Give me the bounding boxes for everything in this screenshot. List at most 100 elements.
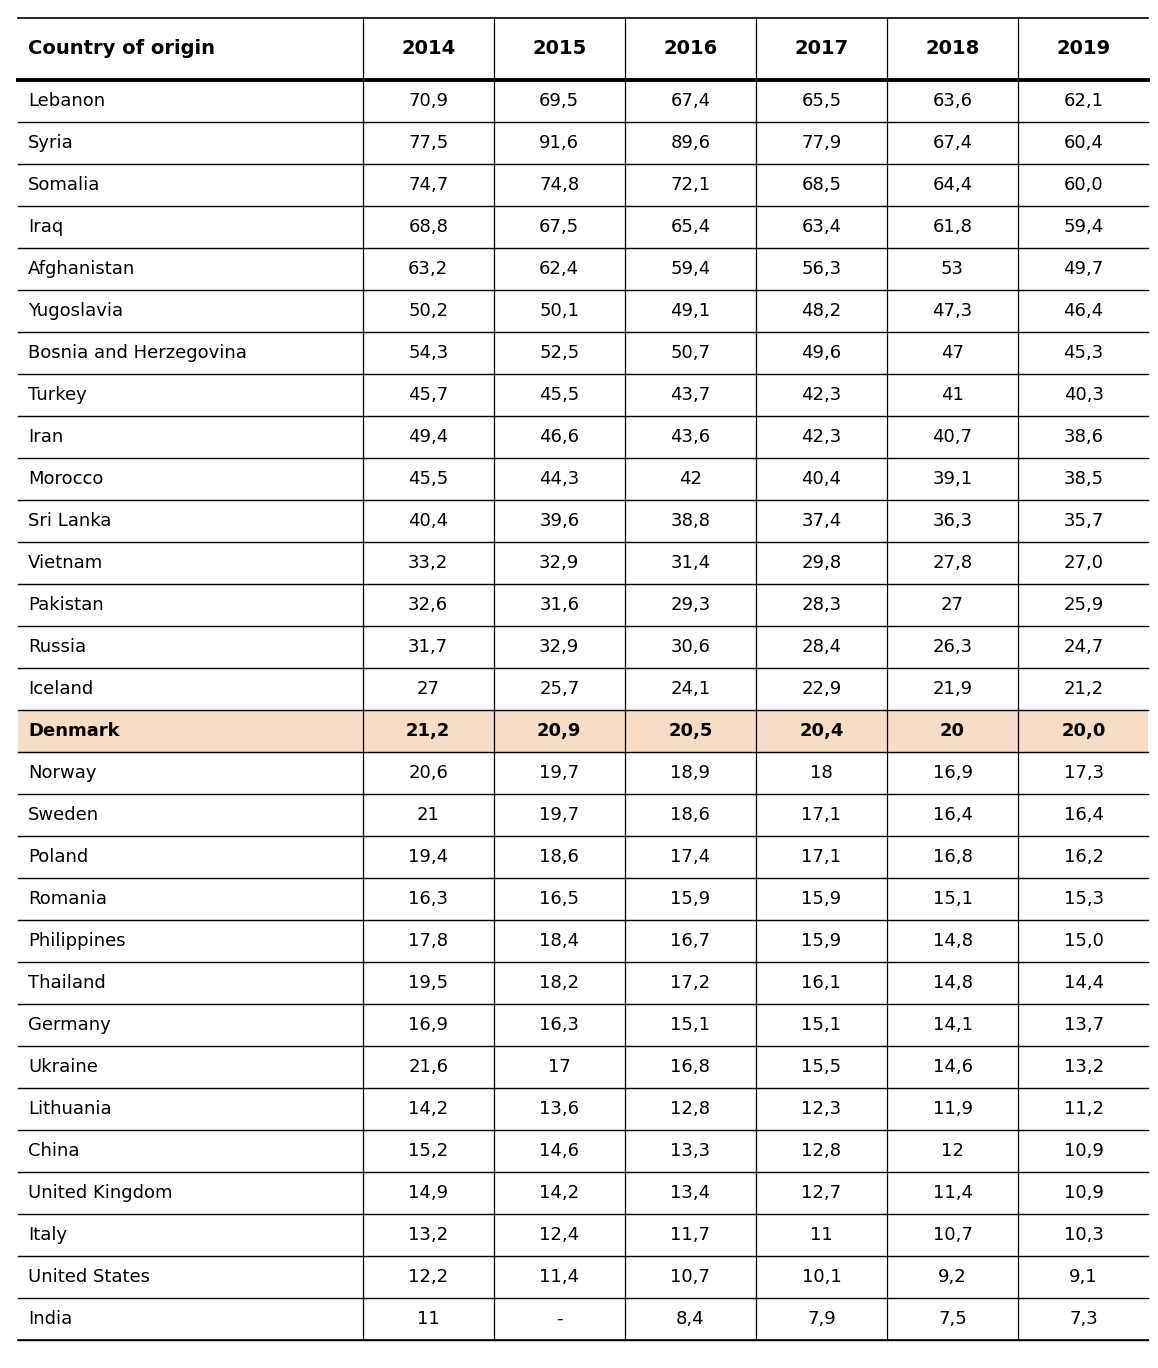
Text: 26,3: 26,3 <box>932 637 973 657</box>
Text: 2016: 2016 <box>664 40 718 59</box>
Bar <box>19 793 1148 836</box>
Text: Germany: Germany <box>28 1016 111 1034</box>
Text: 72,1: 72,1 <box>670 176 710 194</box>
Text: 11,4: 11,4 <box>932 1183 973 1202</box>
Text: Afghanistan: Afghanistan <box>28 260 135 278</box>
Text: 77,9: 77,9 <box>801 134 842 152</box>
Text: 68,8: 68,8 <box>409 218 448 237</box>
Text: 35,7: 35,7 <box>1063 512 1104 529</box>
Text: 14,4: 14,4 <box>1063 974 1104 992</box>
Text: 45,3: 45,3 <box>1063 343 1104 363</box>
Text: 39,6: 39,6 <box>540 512 579 529</box>
Bar <box>19 710 1148 752</box>
Text: 27: 27 <box>417 680 440 698</box>
Text: 10,7: 10,7 <box>932 1226 973 1244</box>
Text: 11: 11 <box>417 1311 440 1328</box>
Text: Iraq: Iraq <box>28 218 64 237</box>
Text: 74,8: 74,8 <box>540 176 579 194</box>
Text: 20,4: 20,4 <box>799 722 844 740</box>
Text: 45,7: 45,7 <box>408 386 448 404</box>
Text: 22,9: 22,9 <box>801 680 842 698</box>
Text: 48,2: 48,2 <box>801 302 842 320</box>
Text: 12: 12 <box>941 1142 963 1160</box>
Text: 89,6: 89,6 <box>670 134 710 152</box>
Text: 59,4: 59,4 <box>670 260 711 278</box>
Text: 47,3: 47,3 <box>932 302 973 320</box>
Text: United States: United States <box>28 1268 151 1286</box>
Text: 16,4: 16,4 <box>1063 806 1104 824</box>
Text: 49,4: 49,4 <box>408 428 448 446</box>
Text: 16,9: 16,9 <box>408 1016 448 1034</box>
Text: 50,1: 50,1 <box>540 302 579 320</box>
Text: 50,7: 50,7 <box>670 343 710 363</box>
Text: 13,7: 13,7 <box>1063 1016 1104 1034</box>
Text: 16,8: 16,8 <box>932 848 973 866</box>
Text: 12,3: 12,3 <box>801 1100 842 1118</box>
Bar <box>19 668 1148 710</box>
Text: 12,4: 12,4 <box>540 1226 579 1244</box>
Text: 10,1: 10,1 <box>801 1268 842 1286</box>
Text: Morocco: Morocco <box>28 471 103 488</box>
Text: 27,8: 27,8 <box>932 554 973 572</box>
Text: 62,4: 62,4 <box>540 260 579 278</box>
Text: 16,8: 16,8 <box>670 1057 710 1077</box>
Text: 14,9: 14,9 <box>408 1183 448 1202</box>
Text: 15,1: 15,1 <box>670 1016 710 1034</box>
Text: 13,4: 13,4 <box>670 1183 710 1202</box>
Text: 17,3: 17,3 <box>1063 763 1104 782</box>
Bar <box>19 1256 1148 1298</box>
Bar <box>19 373 1148 416</box>
Bar <box>19 921 1148 962</box>
Text: 17,1: 17,1 <box>801 848 842 866</box>
Text: 17: 17 <box>548 1057 571 1077</box>
Text: 21,2: 21,2 <box>406 722 450 740</box>
Text: Lithuania: Lithuania <box>28 1100 111 1118</box>
Text: 10,9: 10,9 <box>1064 1183 1104 1202</box>
Bar <box>19 164 1148 207</box>
Text: 21,6: 21,6 <box>408 1057 448 1077</box>
Text: 40,7: 40,7 <box>932 428 973 446</box>
Text: 33,2: 33,2 <box>408 554 448 572</box>
Text: 9,2: 9,2 <box>938 1268 967 1286</box>
Text: 46,4: 46,4 <box>1063 302 1104 320</box>
Text: 11: 11 <box>811 1226 833 1244</box>
Text: United Kingdom: United Kingdom <box>28 1183 173 1202</box>
Text: 54,3: 54,3 <box>408 343 448 363</box>
Text: 14,8: 14,8 <box>932 974 973 992</box>
Text: 44,3: 44,3 <box>540 471 579 488</box>
Text: 2017: 2017 <box>794 40 849 59</box>
Text: 2018: 2018 <box>925 40 980 59</box>
Text: 16,9: 16,9 <box>932 763 973 782</box>
Text: 11,9: 11,9 <box>932 1100 973 1118</box>
Text: Sweden: Sweden <box>28 806 100 824</box>
Text: 15,5: 15,5 <box>801 1057 842 1077</box>
Bar <box>19 1298 1148 1341</box>
Text: 61,8: 61,8 <box>932 218 973 237</box>
Text: 16,5: 16,5 <box>540 891 579 908</box>
Text: Lebanon: Lebanon <box>28 92 105 109</box>
Bar <box>19 836 1148 878</box>
Text: 38,8: 38,8 <box>670 512 710 529</box>
Text: 8,4: 8,4 <box>676 1311 705 1328</box>
Text: 40,4: 40,4 <box>408 512 448 529</box>
Text: 15,9: 15,9 <box>801 891 842 908</box>
Bar <box>19 542 1148 584</box>
Text: 14,6: 14,6 <box>932 1057 973 1077</box>
Text: 67,4: 67,4 <box>932 134 973 152</box>
Text: 19,7: 19,7 <box>540 806 579 824</box>
Text: 7,3: 7,3 <box>1069 1311 1098 1328</box>
Text: 45,5: 45,5 <box>408 471 448 488</box>
Text: 15,9: 15,9 <box>801 932 842 949</box>
Bar <box>19 1213 1148 1256</box>
Text: 20,5: 20,5 <box>668 722 712 740</box>
Text: 15,0: 15,0 <box>1064 932 1104 949</box>
Text: 11,4: 11,4 <box>540 1268 579 1286</box>
Text: 42,3: 42,3 <box>801 386 842 404</box>
Bar <box>19 1130 1148 1172</box>
Text: 74,7: 74,7 <box>408 176 448 194</box>
Text: 49,7: 49,7 <box>1063 260 1104 278</box>
Text: Pakistan: Pakistan <box>28 596 103 614</box>
Text: 41: 41 <box>941 386 963 404</box>
Text: 21: 21 <box>417 806 440 824</box>
Text: 50,2: 50,2 <box>408 302 448 320</box>
